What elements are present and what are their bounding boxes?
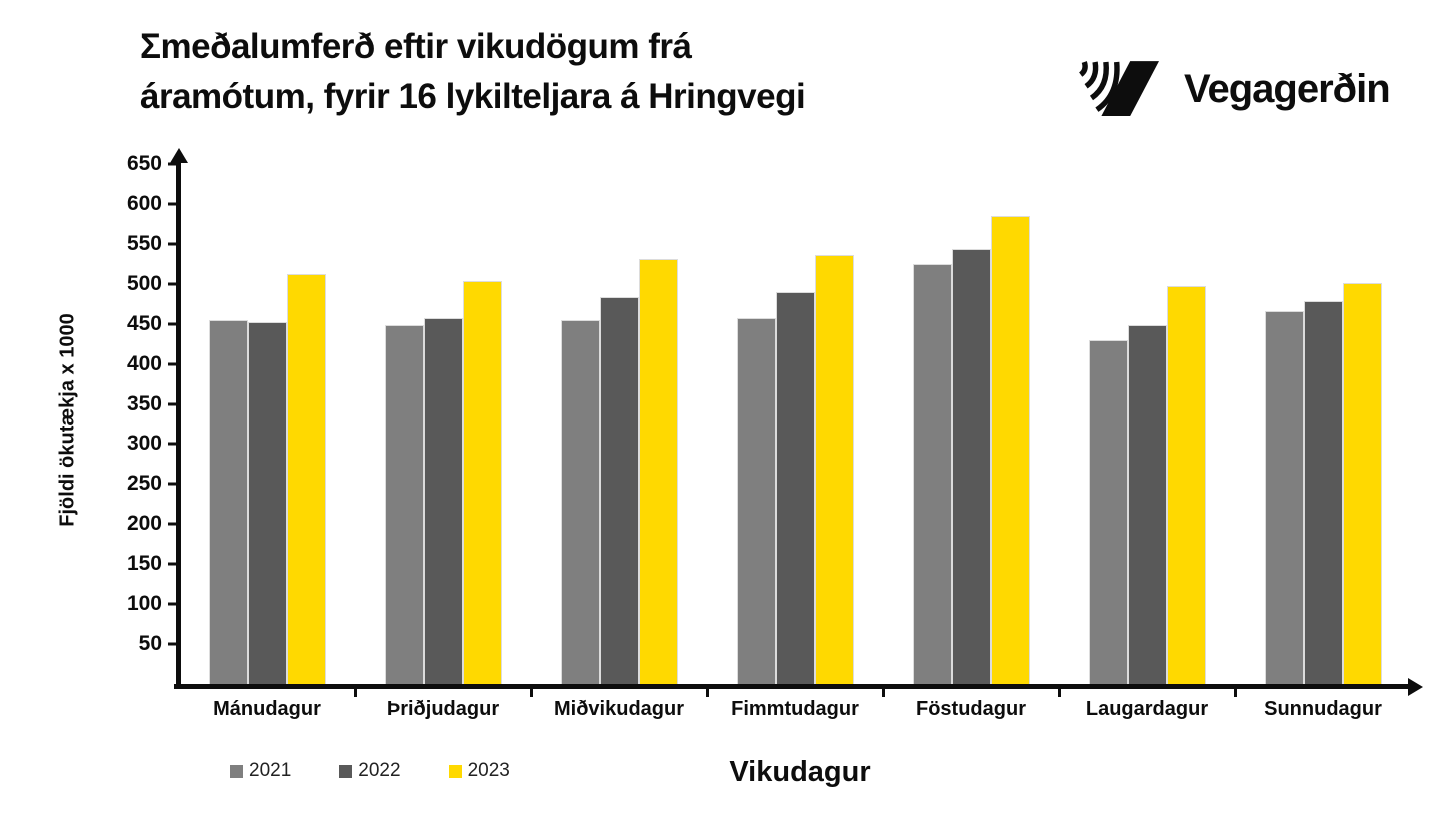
- y-tick-mark: [168, 162, 177, 166]
- x-category-label-Föstudagur: Föstudagur: [916, 698, 1026, 720]
- y-axis-title: Fjöldi ökutækja x 1000: [56, 313, 79, 527]
- x-category-label-Fimmtudagur: Fimmtudagur: [731, 698, 859, 720]
- bar-2023-Sunnudagur: [1342, 283, 1382, 684]
- y-tick-label-350: 350: [126, 392, 162, 415]
- legend-item-2023: 2023: [448, 760, 510, 782]
- y-tick-mark: [168, 282, 177, 286]
- x-tick-mark: [1233, 684, 1237, 697]
- chart-legend: 2021 2022 2023: [230, 760, 510, 782]
- bar-2023-Fimmtudagur: [814, 255, 854, 684]
- bar-2023-Þriðjudagur: [462, 280, 502, 684]
- y-axis-line: [176, 160, 181, 689]
- bar-2022-Fimmtudagur: [775, 292, 815, 684]
- x-tick-mark: [529, 684, 533, 697]
- chart-title: Σmeðalumferð eftir vikudögum frá áramótu…: [140, 22, 806, 122]
- bar-2021-Fimmtudagur: [736, 317, 776, 684]
- legend-label-2022: 2022: [358, 760, 401, 781]
- chart-title-line-1: Σmeðalumferð eftir vikudögum frá: [140, 27, 692, 66]
- y-axis-arrow-icon: [169, 148, 188, 163]
- y-tick-mark: [168, 322, 177, 326]
- bar-2022-Laugardagur: [1127, 324, 1167, 684]
- legend-item-2022: 2022: [339, 760, 401, 782]
- bar-2021-Föstudagur: [912, 264, 952, 684]
- x-tick-mark: [353, 684, 357, 697]
- x-category-label-Þriðjudagur: Þriðjudagur: [386, 698, 500, 720]
- y-tick-mark: [168, 562, 177, 566]
- y-tick-mark: [168, 602, 177, 606]
- y-tick-label-100: 100: [126, 592, 162, 615]
- legend-swatch-2022: [339, 764, 353, 778]
- x-category-label-Mánudagur: Mánudagur: [213, 698, 321, 720]
- x-category-label-Miðvikudagur: Miðvikudagur: [553, 698, 684, 720]
- bar-2022-Föstudagur: [951, 248, 991, 684]
- vegagerdin-logo-text: Vegagerðin: [1184, 66, 1391, 111]
- x-axis-arrow-icon: [1408, 677, 1423, 696]
- y-tick-mark: [168, 402, 177, 406]
- y-tick-mark: [168, 202, 177, 206]
- legend-label-2023: 2023: [467, 760, 510, 781]
- y-tick-mark: [168, 482, 177, 486]
- bar-2021-Miðvikudagur: [560, 320, 600, 684]
- x-tick-mark: [881, 684, 885, 697]
- bar-2021-Laugardagur: [1088, 340, 1128, 684]
- x-axis-line: [174, 684, 1410, 689]
- y-tick-label-200: 200: [126, 512, 162, 535]
- chart-title-line-2: áramótum, fyrir 16 lykilteljara á Hringv…: [140, 77, 806, 116]
- y-tick-label-400: 400: [126, 352, 162, 375]
- y-tick-mark: [168, 442, 177, 446]
- y-tick-label-600: 600: [126, 192, 162, 215]
- x-axis-title: Vikudagur: [729, 756, 871, 788]
- legend-label-2021: 2021: [249, 760, 292, 781]
- y-tick-label-450: 450: [126, 312, 162, 335]
- bar-2021-Mánudagur: [208, 320, 248, 684]
- bar-2022-Þriðjudagur: [423, 318, 463, 684]
- y-tick-mark: [168, 522, 177, 526]
- x-category-label-Sunnudagur: Sunnudagur: [1264, 698, 1382, 720]
- x-category-label-Laugardagur: Laugardagur: [1085, 698, 1209, 720]
- bar-2023-Laugardagur: [1166, 285, 1206, 684]
- x-tick-mark: [705, 684, 709, 697]
- vegagerdin-logo: Vegagerðin: [1078, 58, 1391, 120]
- y-tick-label-500: 500: [126, 272, 162, 295]
- y-tick-label-250: 250: [126, 472, 162, 495]
- y-tick-label-150: 150: [126, 552, 162, 575]
- y-tick-label-50: 50: [138, 632, 162, 655]
- bar-2023-Mánudagur: [286, 273, 326, 684]
- bar-2022-Sunnudagur: [1303, 300, 1343, 684]
- bar-2021-Þriðjudagur: [384, 324, 424, 684]
- x-tick-mark: [1057, 684, 1061, 697]
- y-tick-label-550: 550: [126, 232, 162, 255]
- legend-swatch-2023: [448, 764, 462, 778]
- y-tick-mark: [168, 242, 177, 246]
- bar-2023-Föstudagur: [990, 216, 1030, 684]
- bar-2022-Mánudagur: [247, 322, 287, 684]
- vegagerdin-logo-icon: [1078, 61, 1159, 116]
- legend-item-2021: 2021: [230, 760, 291, 782]
- legend-swatch-2021: [230, 764, 243, 778]
- bar-2022-Miðvikudagur: [599, 296, 639, 684]
- bar-2023-Miðvikudagur: [638, 259, 678, 684]
- bar-2021-Sunnudagur: [1264, 311, 1304, 684]
- y-tick-label-300: 300: [126, 432, 162, 455]
- y-tick-mark: [168, 362, 177, 366]
- y-tick-mark: [168, 642, 177, 646]
- y-tick-label-650: 650: [126, 152, 162, 175]
